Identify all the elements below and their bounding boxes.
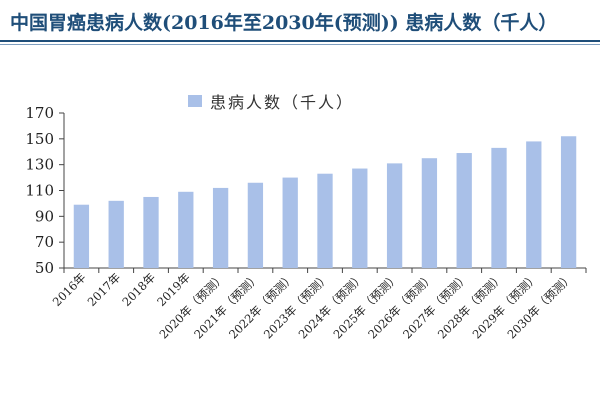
bar bbox=[560, 136, 577, 268]
bar bbox=[526, 141, 542, 268]
legend-label: 患病人数（千人） bbox=[210, 93, 355, 112]
x-tick-label: 2018年 bbox=[119, 270, 158, 309]
y-tick-label: 170 bbox=[25, 104, 54, 122]
legend-swatch bbox=[188, 95, 202, 107]
bar bbox=[247, 182, 264, 268]
y-tick-label: 70 bbox=[35, 233, 54, 251]
bar bbox=[456, 153, 472, 268]
bar bbox=[143, 196, 159, 268]
y-tick-label: 130 bbox=[25, 156, 54, 174]
header-divider bbox=[0, 40, 600, 42]
bar bbox=[491, 147, 507, 268]
bar bbox=[352, 168, 368, 268]
bar bbox=[317, 173, 333, 268]
x-tick-label: 2016年 bbox=[50, 270, 89, 309]
bar bbox=[212, 187, 229, 268]
y-tick-label: 90 bbox=[35, 207, 54, 225]
y-tick-label: 150 bbox=[25, 130, 54, 148]
y-tick-label: 50 bbox=[35, 259, 54, 277]
y-tick-label: 110 bbox=[25, 182, 54, 200]
bar bbox=[73, 204, 90, 268]
bar bbox=[421, 158, 438, 268]
bar bbox=[386, 163, 403, 268]
bar bbox=[178, 191, 194, 268]
chart-legend: 患病人数（千人） bbox=[188, 89, 354, 113]
bar bbox=[282, 177, 298, 268]
bar-chart: 5070901101301501702016年2017年2018年2019年20… bbox=[25, 104, 587, 341]
header-divider-thin bbox=[0, 44, 600, 45]
bar bbox=[108, 200, 124, 268]
x-tick-label: 2017年 bbox=[85, 270, 124, 309]
page-title: 中国胃癌患病人数(2016年至2030年(预测)) 患病人数（千人） bbox=[10, 12, 558, 34]
